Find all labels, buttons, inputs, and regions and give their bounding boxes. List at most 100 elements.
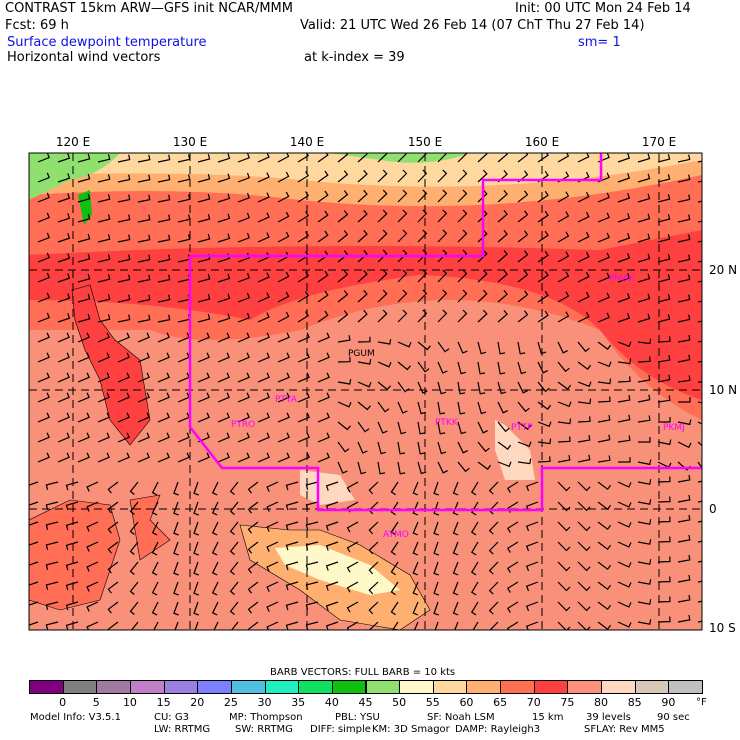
wind-barb: [237, 272, 250, 283]
wind-barb: [86, 561, 99, 572]
wind-barb: [137, 154, 151, 163]
wind-barb: [97, 352, 110, 363]
wind-barb: [489, 621, 499, 630]
wind-barb: [577, 541, 591, 552]
wind-barb: [506, 541, 519, 553]
wind-barb: [537, 361, 548, 374]
wind-barb: [390, 601, 399, 616]
wind-barb: [211, 521, 219, 536]
wind-barb: [197, 173, 211, 183]
wind-barb: [97, 392, 110, 403]
wind-barb: [637, 253, 651, 263]
wind-barb: [557, 418, 572, 425]
wind-barb: [277, 352, 290, 363]
land-new-guinea-highlands: [275, 545, 400, 595]
wind-barb: [217, 452, 230, 463]
wind-barb: [557, 251, 570, 263]
wind-barb: [229, 521, 239, 535]
wind-barb: [97, 372, 110, 383]
wind-barb: [77, 253, 91, 263]
wind-barb: [537, 270, 549, 283]
wind-barb: [317, 290, 329, 303]
color-tick-label: 45: [358, 696, 373, 709]
wind-barb: [229, 481, 239, 495]
wind-barb: [617, 273, 631, 283]
wind-barb: [397, 229, 408, 243]
wind-barb: [677, 441, 692, 449]
wind-barb: [557, 191, 570, 203]
wind-barb: [317, 310, 329, 323]
wind-barb: [213, 621, 219, 630]
wind-barb: [346, 521, 359, 533]
wind-barb: [617, 435, 631, 443]
wind-barb: [217, 233, 231, 243]
wind-barb: [177, 452, 190, 463]
wind-barb: [390, 501, 399, 516]
wind-barb: [457, 209, 468, 223]
wind-barb: [457, 249, 468, 263]
wind-barb: [597, 341, 612, 350]
wind-barb: [557, 381, 572, 390]
wind-barb: [617, 561, 632, 568]
wind-barb: [433, 521, 439, 536]
wind-barb: [517, 290, 529, 303]
wind-barb: [637, 539, 652, 545]
wind-barb: [637, 193, 651, 203]
wind-barb: [305, 521, 319, 530]
wind-barb: [377, 209, 388, 223]
color-swatch: [668, 680, 703, 694]
wind-barb: [57, 253, 71, 263]
wind-barb: [193, 501, 199, 516]
wind-barb: [247, 561, 259, 574]
wind-barb: [397, 169, 408, 183]
wind-barb: [129, 521, 139, 535]
wind-barb: [211, 501, 219, 516]
wind-barb: [452, 561, 459, 576]
wind-barb: [285, 541, 299, 551]
wind-barb: [137, 412, 150, 423]
color-swatch: [96, 680, 131, 694]
color-swatch: [163, 680, 199, 694]
wind-barb: [297, 171, 310, 183]
wind-barb: [377, 249, 388, 263]
wind-barb: [107, 541, 119, 554]
wind-barb: [217, 352, 230, 363]
wind-barb: [368, 481, 379, 495]
wind-barb: [337, 335, 351, 343]
station-label: PMAK: [609, 274, 635, 284]
wind-barb: [457, 381, 466, 395]
wind-barb: [433, 561, 439, 576]
color-tick-label: 35: [291, 696, 306, 709]
wind-barb: [470, 541, 479, 556]
wind-barb: [557, 361, 570, 373]
wind-barb: [557, 401, 572, 408]
wind-barb: [417, 341, 431, 351]
color-swatch: [601, 680, 636, 694]
wind-barb: [297, 311, 310, 323]
wind-barb: [457, 421, 467, 435]
wind-barb: [266, 601, 279, 612]
wind-barb: [57, 153, 71, 163]
wind-barb: [157, 254, 171, 263]
wind-barb: [37, 192, 50, 203]
wind-barb: [197, 392, 210, 403]
wind-barb: [517, 458, 532, 465]
wind-barb: [657, 194, 671, 203]
wind-barb: [517, 361, 527, 375]
wind-barb: [452, 501, 459, 516]
wind-barb: [557, 291, 570, 303]
wind-barb: [638, 437, 651, 443]
wind-barb: [617, 521, 632, 528]
station-label: PTKK: [435, 418, 459, 428]
wind-barb: [597, 415, 611, 423]
wind-barb: [390, 541, 399, 556]
wind-barb: [107, 621, 119, 630]
wind-barb: [197, 352, 210, 363]
wind-barb: [417, 189, 428, 203]
color-tick-label: 55: [425, 696, 440, 709]
wind-barb: [437, 269, 448, 283]
wind-barb: [137, 194, 151, 203]
wind-barb: [137, 432, 150, 443]
wind-barb: [247, 621, 259, 630]
wind-barb: [677, 494, 691, 503]
